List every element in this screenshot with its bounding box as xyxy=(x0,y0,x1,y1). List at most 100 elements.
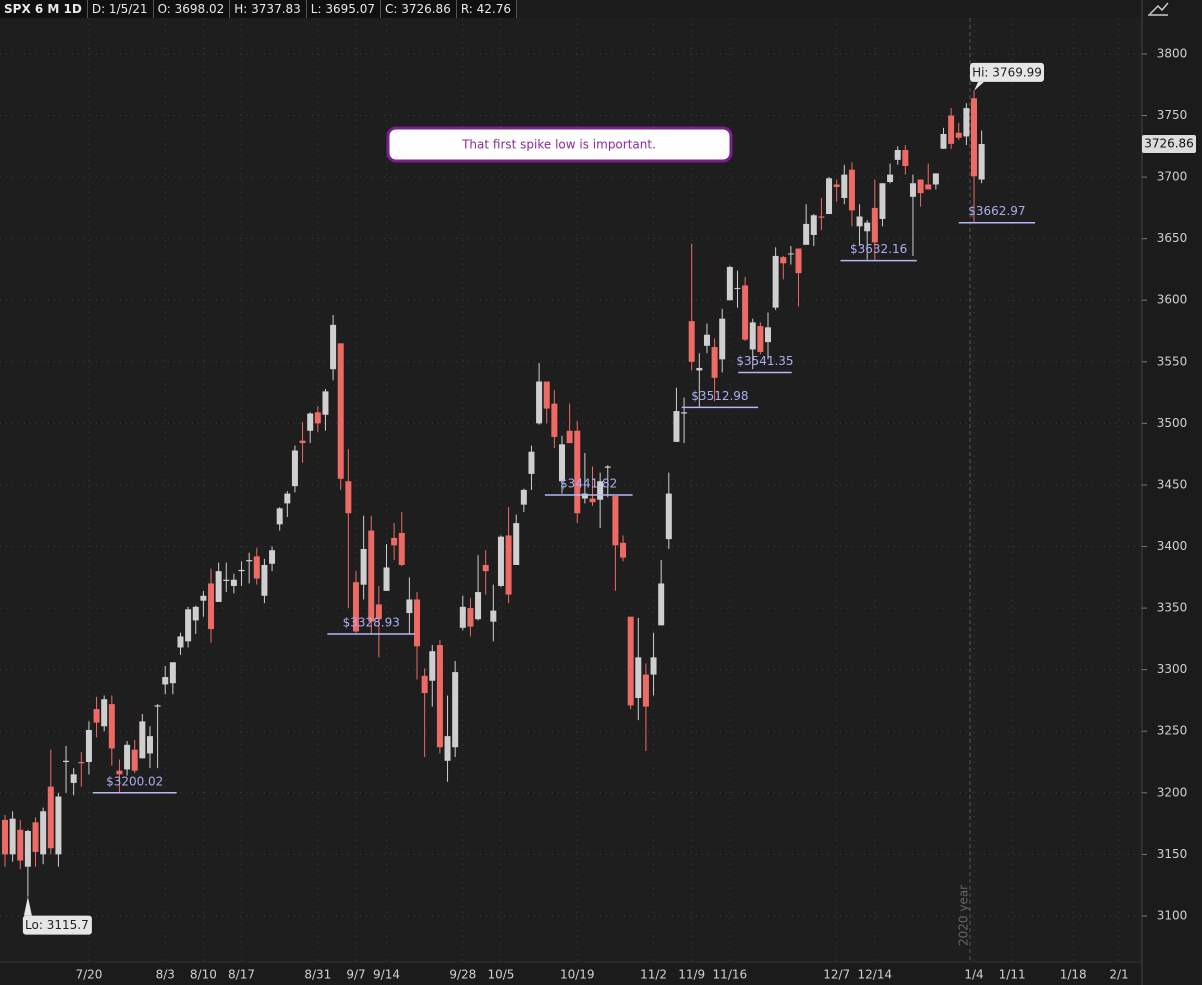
close: C: 3726.86 xyxy=(381,0,457,18)
candle-body xyxy=(9,818,16,855)
candle-body xyxy=(772,255,779,308)
y-tick-label: 3700 xyxy=(1157,170,1188,184)
last-price-box xyxy=(1142,135,1196,154)
level-label: $3541.35 xyxy=(736,354,793,368)
candle-body xyxy=(505,535,512,595)
candle-body xyxy=(963,108,970,137)
candle-body xyxy=(459,606,466,628)
candle-body xyxy=(848,169,855,211)
candle-body xyxy=(238,569,245,572)
candle-body xyxy=(971,98,978,177)
candle-body xyxy=(536,381,543,424)
candle-body xyxy=(726,266,733,301)
candle-body xyxy=(490,610,497,622)
candle-body xyxy=(528,451,535,474)
candle-body xyxy=(673,411,680,442)
x-tick-label: 8/10 xyxy=(190,968,217,982)
candle-body xyxy=(421,675,428,694)
candle-body xyxy=(55,796,62,855)
candle-body xyxy=(627,616,634,706)
lo-pointer xyxy=(23,896,32,916)
candle-body xyxy=(337,343,344,479)
candle-body xyxy=(208,583,215,630)
candle-body xyxy=(70,774,77,783)
year-label: 2020 year xyxy=(957,885,971,946)
level-label: $3200.02 xyxy=(106,774,163,788)
x-tick-label: 8/17 xyxy=(228,968,255,982)
candle-body xyxy=(47,786,54,849)
candle-body xyxy=(322,391,329,415)
y-tick-label: 3750 xyxy=(1157,108,1188,122)
candle-body xyxy=(543,381,550,409)
candle-body xyxy=(162,677,169,685)
candle-body xyxy=(124,744,131,770)
candle-body xyxy=(299,440,306,444)
x-tick-label: 9/14 xyxy=(373,968,400,982)
candle-body xyxy=(818,216,825,218)
candle-body xyxy=(780,257,787,264)
candle-body xyxy=(948,115,955,144)
candle-body xyxy=(894,150,901,160)
candle-body xyxy=(642,674,649,707)
x-tick-label: 1/11 xyxy=(999,968,1026,982)
x-tick-label: 8/31 xyxy=(304,968,331,982)
candle-body xyxy=(597,481,604,500)
candle-body xyxy=(604,466,611,468)
y-tick-label: 3650 xyxy=(1157,231,1188,245)
x-tick-label: 1/18 xyxy=(1060,968,1087,982)
candle-body xyxy=(345,481,352,514)
candle-body xyxy=(444,736,451,761)
x-tick-label: 11/2 xyxy=(640,968,667,982)
candle-body xyxy=(650,657,657,675)
candle-body xyxy=(589,498,596,503)
candle-body xyxy=(757,326,764,352)
candle-body xyxy=(581,493,588,499)
candle-body xyxy=(406,599,413,614)
y-tick-label: 3400 xyxy=(1157,539,1188,553)
y-tick-label: 3500 xyxy=(1157,416,1188,430)
candle-body xyxy=(833,184,840,187)
x-tick-label: 8/3 xyxy=(156,968,175,982)
chart-icon[interactable] xyxy=(1148,2,1169,16)
candle-body xyxy=(146,736,153,754)
candle-body xyxy=(795,248,802,274)
range: R: 42.76 xyxy=(457,0,518,18)
open: O: 3698.02 xyxy=(154,0,231,18)
candle-body xyxy=(940,133,947,149)
candle-body xyxy=(291,450,298,487)
plot-area xyxy=(0,18,1142,962)
annotation: That first spike low is important. xyxy=(461,138,656,152)
candle-body xyxy=(620,542,627,558)
candle-body xyxy=(787,253,794,255)
y-tick-label: 3100 xyxy=(1157,908,1188,922)
candle-body xyxy=(169,662,176,684)
level-label: $3512.98 xyxy=(691,389,748,403)
candle-body xyxy=(703,334,710,346)
candle-body xyxy=(108,704,115,749)
candle-body xyxy=(246,560,253,562)
lo-label-box xyxy=(22,915,92,935)
candle-body xyxy=(429,651,436,681)
candle-body xyxy=(276,508,283,525)
candle-body xyxy=(879,183,886,219)
x-tick-label: 9/28 xyxy=(449,968,476,982)
candle-body xyxy=(131,749,138,771)
candle-body xyxy=(101,699,108,727)
candle-body xyxy=(696,367,703,371)
x-tick-label: 9/7 xyxy=(346,968,365,982)
candle-body xyxy=(78,762,85,764)
level-label: $3662.97 xyxy=(968,204,1025,218)
candle-body xyxy=(887,174,894,183)
candle-body xyxy=(497,536,504,586)
candle-body xyxy=(719,318,726,360)
x-tick-label: 10/5 xyxy=(487,968,514,982)
candle-body xyxy=(154,705,161,707)
candle-body xyxy=(520,489,527,505)
candle-body xyxy=(32,822,39,852)
candle-body xyxy=(452,672,459,748)
x-tick-label: 1/4 xyxy=(964,968,983,982)
candle-body xyxy=(314,412,321,424)
candle-body xyxy=(871,207,878,243)
candle-body xyxy=(63,760,70,763)
